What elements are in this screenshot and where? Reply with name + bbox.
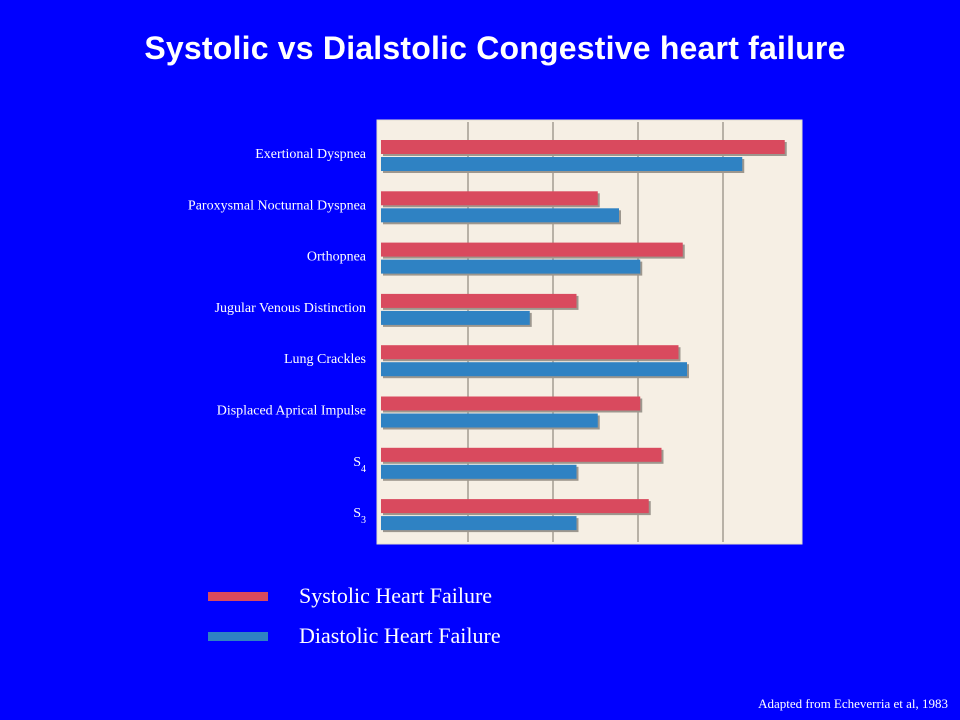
category-label-subscript: 3: [361, 515, 366, 526]
bar-systolic: [381, 499, 649, 514]
bar-diastolic: [381, 259, 641, 274]
category-label: Lung Crackles: [284, 352, 366, 367]
legend-item-diastolic: Diastolic Heart Failure: [208, 616, 501, 656]
source-citation: Adapted from Echeverria et al, 1983: [758, 696, 948, 711]
legend-swatch-diastolic: [208, 631, 268, 641]
bar-diastolic: [381, 310, 530, 325]
bar-systolic: [381, 345, 679, 360]
category-label: Jugular Venous Distinction: [215, 301, 366, 316]
legend-label-systolic: Systolic Heart Failure: [299, 583, 493, 608]
bar-systolic: [381, 293, 577, 308]
bar-diastolic: [381, 516, 577, 531]
bar-systolic: [381, 447, 662, 462]
bar-systolic: [381, 140, 785, 154]
bar-systolic: [381, 191, 598, 206]
bar-systolic: [381, 242, 683, 257]
category-label: S3: [353, 506, 366, 526]
bar-diastolic: [381, 362, 687, 377]
legend-label-diastolic: Diastolic Heart Failure: [299, 623, 501, 648]
category-label: Displaced Aprical Impulse: [217, 404, 366, 419]
bar-systolic: [381, 396, 641, 411]
category-label-subscript: 4: [361, 463, 366, 474]
category-label: S4: [353, 455, 366, 475]
bar-diastolic: [381, 464, 577, 479]
bar-diastolic: [381, 157, 743, 171]
page-title: Systolic vs Dialstolic Congestive heart …: [144, 30, 846, 66]
category-label: Paroxysmal Nocturnal Dyspnea: [188, 198, 367, 213]
bar-diastolic: [381, 208, 619, 223]
legend-swatch-systolic: [208, 591, 268, 601]
category-label: Exertional Dyspnea: [255, 147, 367, 162]
legend-item-systolic: Systolic Heart Failure: [208, 576, 501, 616]
category-label: Orthopnea: [307, 250, 367, 265]
legend: Systolic Heart Failure Diastolic Heart F…: [208, 576, 501, 656]
bar-diastolic: [381, 413, 598, 428]
